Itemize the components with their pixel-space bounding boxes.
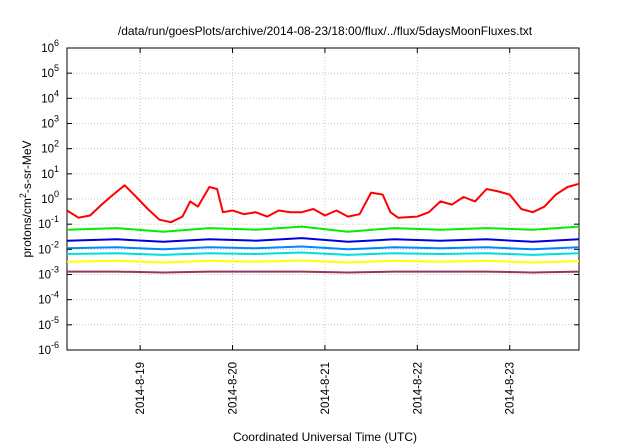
y-tick-label: 10-2 (38, 239, 59, 256)
series-line-4 (66, 251, 580, 256)
series-line-0 (66, 182, 580, 224)
y-axis: 10-6 10-5 10-4 10-3 10-2 10-1 100 101 102 103 104 1… (38, 38, 579, 357)
series-line-5 (66, 259, 580, 264)
series-line-6 (67, 270, 580, 274)
grid (67, 48, 579, 350)
y-tick-label: 10-4 (38, 290, 59, 307)
y-tick-label: 10-6 (38, 340, 59, 357)
y-tick-label: 100 (41, 189, 59, 206)
y-tick-label: 104 (41, 88, 59, 105)
chart-title: /data/run/goesPlots/archive/2014-08-23/1… (118, 24, 533, 38)
series-line-1 (66, 225, 580, 233)
y-tick-label: 102 (41, 139, 59, 156)
x-axis-label: Coordinated Universal Time (UTC) (233, 430, 417, 444)
y-tick-label: 106 (41, 38, 59, 55)
y-tick-label: 10-5 (38, 315, 59, 332)
y-tick-label: 10-1 (38, 214, 59, 231)
x-tick-label: 2014-8-22 (412, 362, 424, 414)
y-axis-label-sup: 2 (18, 193, 28, 198)
series-line-3 (66, 245, 580, 251)
series-layer (66, 182, 580, 274)
y-tick-label: 103 (41, 114, 59, 131)
y-tick-label: 10-3 (38, 265, 59, 282)
y-axis-label-prefix: protons/cm (20, 198, 34, 257)
x-tick-label: 2014-8-20 (228, 362, 240, 414)
y-axis-label: protons/cm2-s-sr-MeV (18, 140, 34, 257)
y-axis-label-suffix: -s-sr-MeV (20, 140, 34, 193)
y-tick-label: 105 (41, 63, 59, 80)
series-line-2 (66, 237, 580, 243)
x-axis: 2014-8-19 2014-8-20 2014-8-21 2014-8-22 2014… (135, 48, 517, 414)
x-tick-label: 2014-8-21 (320, 362, 332, 414)
x-tick-label: 2014-8-23 (505, 362, 517, 414)
x-tick-label: 2014-8-19 (135, 362, 147, 414)
y-tick-label: 101 (41, 164, 59, 181)
